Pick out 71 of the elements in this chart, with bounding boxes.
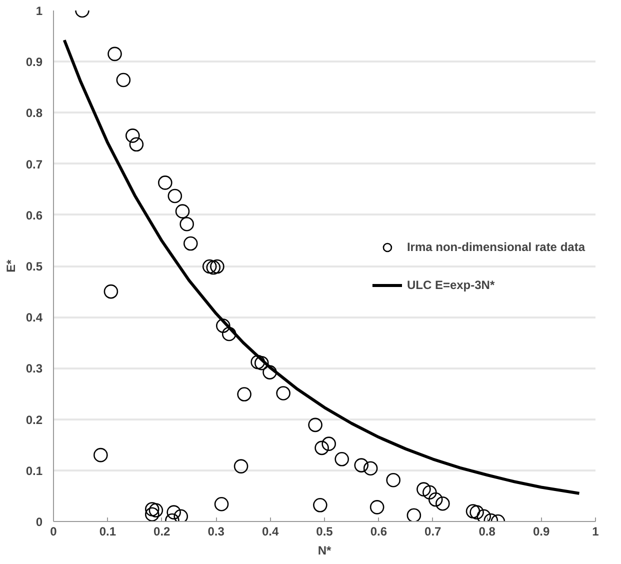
point xyxy=(202,259,217,274)
point xyxy=(104,284,118,299)
x-tick-label: 0.1 xyxy=(99,524,116,538)
point xyxy=(216,318,230,333)
point xyxy=(94,448,108,462)
y-tick-label: 0.9 xyxy=(26,55,43,70)
x-tick-label: 0.5 xyxy=(316,524,334,538)
point xyxy=(416,482,431,496)
y-tick-label: 0.6 xyxy=(26,208,43,222)
point xyxy=(180,216,194,232)
point xyxy=(436,496,450,511)
point xyxy=(466,504,480,518)
x-tick-label: 0.6 xyxy=(370,524,388,538)
point xyxy=(148,503,164,518)
point xyxy=(237,387,252,402)
y-tick-label: 0.2 xyxy=(26,412,43,427)
point xyxy=(250,354,265,370)
point xyxy=(476,509,491,522)
point xyxy=(470,505,484,520)
point xyxy=(428,492,443,507)
point xyxy=(254,356,269,370)
point xyxy=(166,505,181,520)
x-tick-label: 0.2 xyxy=(154,524,171,538)
point xyxy=(125,128,140,143)
point xyxy=(222,326,236,342)
point xyxy=(129,137,144,152)
point xyxy=(262,365,277,380)
x-tick-label: 0.3 xyxy=(208,524,225,538)
y-tick-label: 0 xyxy=(36,515,43,529)
point xyxy=(422,485,437,500)
point xyxy=(116,72,131,88)
legend-label: Irma non-dimensional rate data xyxy=(406,240,585,254)
x-tick-label: 1 xyxy=(592,524,600,538)
x-tick-label: 0 xyxy=(50,524,58,538)
point xyxy=(174,509,188,522)
x-tick-label: 0.7 xyxy=(424,524,442,538)
y-tick-label: 0.8 xyxy=(26,106,43,120)
y-tick-label: 0.1 xyxy=(26,464,43,478)
point xyxy=(406,508,422,522)
y-tick-label: 1 xyxy=(36,4,43,18)
point xyxy=(354,458,369,472)
point xyxy=(214,496,229,512)
point xyxy=(370,500,384,514)
point xyxy=(363,461,378,476)
point xyxy=(308,418,322,432)
point xyxy=(334,452,349,466)
point xyxy=(206,260,221,275)
point xyxy=(210,259,224,274)
point xyxy=(144,507,160,522)
point xyxy=(322,436,336,451)
point xyxy=(168,188,182,204)
y-tick-label: 0.3 xyxy=(26,362,43,376)
legend-label: ULC E=exp-3N* xyxy=(406,278,495,292)
x-tick-label: 0.8 xyxy=(478,524,496,538)
point xyxy=(108,46,122,62)
y-tick-label: 0.5 xyxy=(26,260,43,274)
y-tick-label: 0.7 xyxy=(26,157,43,172)
x-axis-title: N* xyxy=(318,544,332,558)
point xyxy=(234,459,248,474)
point xyxy=(314,440,329,456)
point xyxy=(183,236,198,251)
y-axis-title: E* xyxy=(4,259,18,272)
point xyxy=(158,176,172,190)
point xyxy=(313,498,328,512)
x-tick-label: 0.9 xyxy=(532,524,550,538)
y-tick-label: 0.4 xyxy=(26,310,43,325)
point xyxy=(175,204,190,218)
x-tick-label: 0.4 xyxy=(262,524,279,538)
point xyxy=(386,472,400,488)
point xyxy=(276,386,290,400)
point xyxy=(144,502,160,516)
